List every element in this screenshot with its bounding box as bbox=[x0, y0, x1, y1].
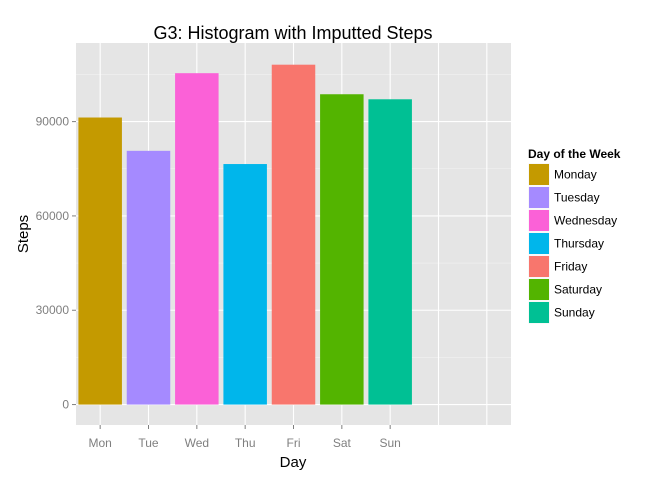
legend-label: Wednesday bbox=[554, 214, 617, 228]
y-axis-ticks: 0 30000 60000 90000 bbox=[36, 115, 76, 412]
legend-swatch-friday bbox=[529, 256, 549, 277]
y-tick-label: 60000 bbox=[36, 209, 70, 223]
legend-swatch-monday bbox=[529, 164, 549, 185]
bar-fri bbox=[271, 64, 316, 405]
x-axis-title: Day bbox=[280, 454, 307, 471]
x-tick-label: Fri bbox=[287, 436, 301, 450]
bar-sun bbox=[368, 99, 412, 405]
legend: Day of the Week Monday Tuesday Wednesday Th… bbox=[527, 147, 621, 325]
bar-mon bbox=[78, 117, 122, 405]
y-tick-label: 90000 bbox=[36, 115, 70, 129]
legend-label: Tuesday bbox=[554, 191, 600, 205]
chart-title: G3: Histogram with Imputted Steps bbox=[153, 23, 432, 43]
x-tick-label: Thu bbox=[235, 436, 256, 450]
legend-title: Day of the Week bbox=[528, 147, 621, 161]
y-axis-title: Steps bbox=[15, 215, 32, 253]
legend-label: Monday bbox=[554, 168, 597, 182]
legend-label: Saturday bbox=[554, 283, 602, 297]
legend-swatch-saturday bbox=[529, 279, 549, 300]
bars bbox=[78, 64, 412, 405]
x-tick-label: Wed bbox=[185, 436, 209, 450]
legend-swatch-sunday bbox=[529, 302, 549, 323]
x-tick-label: Sun bbox=[379, 436, 400, 450]
bar-wed bbox=[175, 73, 219, 405]
legend-label: Sunday bbox=[554, 306, 595, 320]
bar-tue bbox=[126, 150, 171, 405]
legend-label: Thursday bbox=[554, 237, 604, 251]
x-tick-label: Sat bbox=[333, 436, 352, 450]
x-tick-label: Mon bbox=[88, 436, 111, 450]
y-tick-label: 0 bbox=[62, 398, 69, 412]
legend-swatch-wednesday bbox=[529, 210, 549, 231]
x-tick-label: Tue bbox=[138, 436, 159, 450]
legend-swatch-tuesday bbox=[529, 187, 549, 208]
legend-label: Friday bbox=[554, 260, 587, 274]
x-axis-ticks: Mon Tue Wed Thu Fri Sat Sun bbox=[88, 425, 401, 450]
legend-items: Monday Tuesday Wednesday Thursday Friday Satu… bbox=[527, 162, 617, 325]
bar-thu bbox=[223, 164, 267, 405]
y-tick-label: 30000 bbox=[36, 303, 70, 317]
legend-swatch-thursday bbox=[529, 233, 549, 254]
bar-sat bbox=[320, 94, 364, 405]
